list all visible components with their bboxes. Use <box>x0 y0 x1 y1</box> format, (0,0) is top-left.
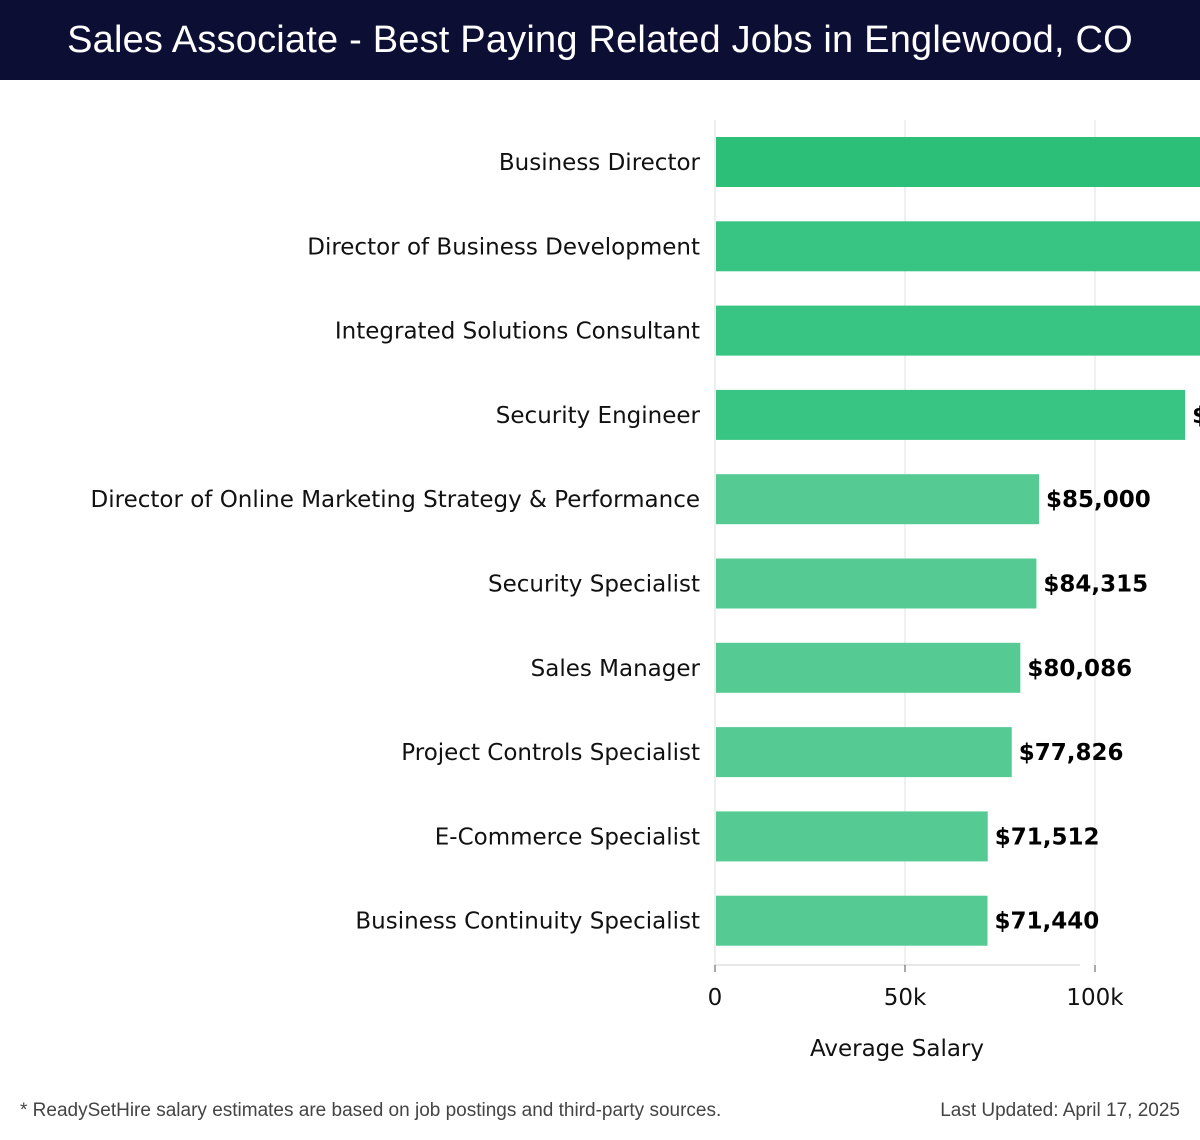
category-label: Director of Online Marketing Strategy & … <box>91 487 700 513</box>
category-label: E-Commerce Specialist <box>435 824 700 850</box>
category-label: Integrated Solutions Consultant <box>335 319 700 345</box>
category-label: Sales Manager <box>531 656 701 682</box>
data-label: $84,315 <box>1043 572 1148 598</box>
bar <box>716 558 1037 609</box>
title-banner: Sales Associate - Best Paying Related Jo… <box>0 0 1200 80</box>
data-label: $85,000 <box>1046 487 1151 513</box>
bar <box>716 221 1200 272</box>
bar <box>716 474 1039 525</box>
data-label: $71,512 <box>995 824 1100 850</box>
bar <box>716 727 1012 778</box>
bar <box>716 811 988 862</box>
bar-chart: Business Director$182,375Director of Bus… <box>91 120 1200 1062</box>
data-label: $80,086 <box>1027 656 1132 682</box>
category-label: Security Specialist <box>488 572 700 598</box>
category-label: Director of Business Development <box>307 234 700 260</box>
x-tick-label: 0 <box>708 985 723 1011</box>
x-axis-title: Average Salary <box>810 1036 984 1062</box>
chart-title: Sales Associate - Best Paying Related Jo… <box>67 18 1133 61</box>
bar <box>716 305 1200 356</box>
category-label: Security Engineer <box>496 403 701 429</box>
data-label: $77,826 <box>1019 740 1124 766</box>
category-label: Project Controls Specialist <box>401 740 700 766</box>
bar <box>716 389 1186 440</box>
data-label: $123,438 <box>1192 403 1200 429</box>
last-updated: Last Updated: April 17, 2025 <box>940 1100 1180 1121</box>
data-label: $71,440 <box>994 909 1099 935</box>
footer-note: * ReadySetHire salary estimates are base… <box>20 1100 722 1121</box>
x-tick-label: 50k <box>884 985 927 1011</box>
bar <box>716 895 988 946</box>
x-tick-label: 100k <box>1066 985 1124 1011</box>
category-label: Business Continuity Specialist <box>355 909 700 935</box>
category-label: Business Director <box>499 150 701 176</box>
bar <box>716 642 1021 693</box>
bar <box>716 137 1200 187</box>
